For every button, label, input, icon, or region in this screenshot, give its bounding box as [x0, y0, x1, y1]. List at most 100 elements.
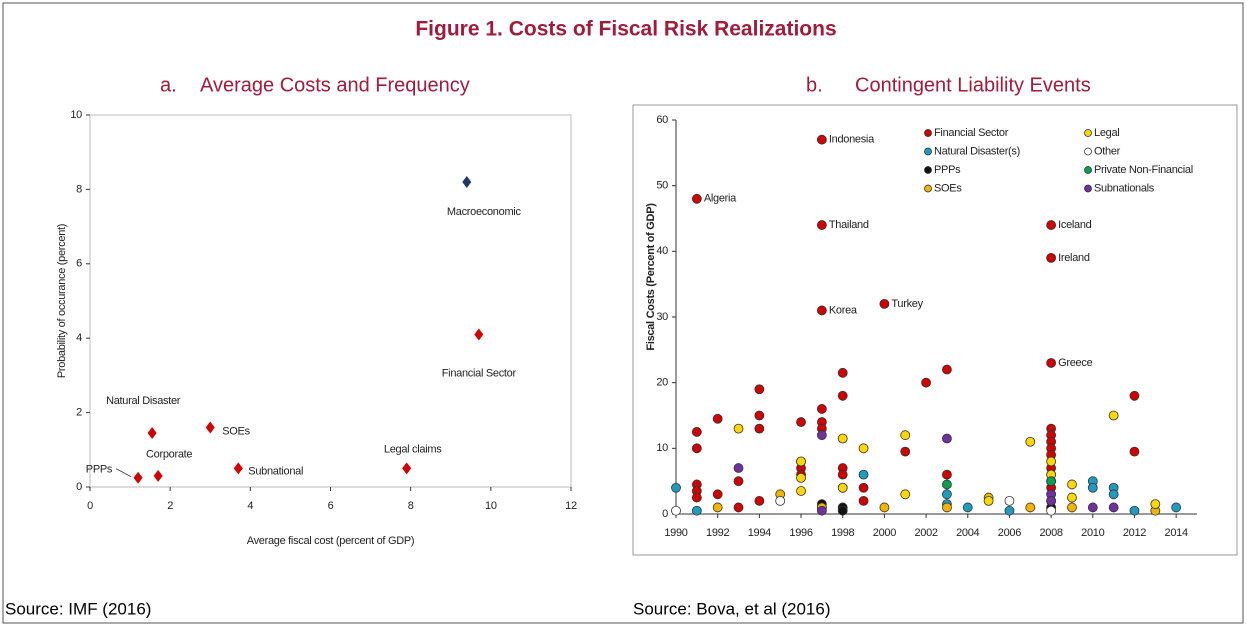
x-tick-label: 2000: [873, 527, 896, 539]
point: [837, 367, 848, 378]
point-label: Subnational: [248, 465, 303, 477]
point: [796, 472, 806, 483]
point: [733, 463, 744, 473]
x-tick-label: 2012: [1123, 527, 1146, 539]
point: [1108, 502, 1119, 513]
x-tick-label: 1994: [748, 527, 771, 539]
x-tick-label: 2010: [1081, 527, 1104, 539]
point: [205, 421, 215, 434]
y-tick-label: 20: [656, 377, 668, 389]
point-label: Macroeconomic: [447, 206, 522, 218]
point: [983, 495, 994, 506]
y-tick-label: 10: [656, 442, 668, 454]
point: [796, 456, 806, 467]
legend-label: Legal: [1094, 127, 1119, 139]
plot-frame: [89, 114, 572, 488]
x-tick-label: 2006: [998, 527, 1021, 539]
point: [1046, 456, 1057, 467]
point: [1108, 410, 1119, 421]
y-tick-label: 10: [70, 109, 82, 121]
legend-label: PPPs: [934, 164, 961, 176]
point: [754, 384, 765, 395]
point: [1129, 505, 1140, 516]
point: [775, 495, 786, 506]
panel-border: [632, 104, 1238, 556]
panel-letter: b.: [806, 74, 823, 96]
y-tick-label: 40: [656, 245, 668, 257]
point: [1025, 502, 1036, 513]
point: [837, 390, 848, 401]
figure-border: [2, 2, 1244, 624]
point: [1129, 390, 1140, 401]
point: [691, 193, 702, 204]
point-label: Iceland: [1058, 219, 1092, 231]
legend-marker: [924, 184, 932, 193]
point: [712, 489, 723, 500]
x-tick-label: 2002: [914, 527, 937, 539]
point: [837, 482, 848, 493]
point: [858, 482, 869, 493]
point-label: Legal claims: [384, 443, 442, 455]
y-axis-label: Probability of occurance (percent): [56, 224, 68, 378]
point: [837, 433, 848, 444]
point: [754, 423, 765, 434]
x-tick-label: 1992: [706, 527, 729, 539]
point: [942, 489, 952, 500]
point: [900, 446, 911, 457]
y-tick-label: 30: [656, 311, 668, 323]
source: Source: Bova, et al (2016): [633, 599, 831, 618]
point: [816, 505, 827, 516]
point: [671, 482, 681, 493]
point: [1108, 489, 1119, 500]
y-tick-label: 60: [656, 114, 668, 126]
point: [900, 489, 911, 500]
point-label: Ireland: [1058, 252, 1090, 264]
point: [1004, 495, 1015, 506]
point: [858, 495, 869, 506]
point: [879, 298, 890, 309]
point: [733, 476, 744, 487]
figure-title: Figure 1. Costs of Fiscal Risk Realizati…: [415, 18, 836, 41]
point: [1129, 446, 1140, 457]
point: [402, 462, 412, 475]
y-tick-label: 4: [76, 332, 82, 344]
point-label: SOEs: [222, 425, 250, 437]
legend-label: Financial Sector: [934, 127, 1009, 139]
legend-label: Natural Disaster(s): [934, 145, 1020, 157]
point: [1087, 482, 1098, 493]
point: [691, 427, 702, 437]
y-tick-label: 8: [76, 183, 82, 195]
x-tick-label: 2004: [956, 527, 979, 539]
point: [796, 417, 806, 427]
point: [712, 413, 723, 424]
point: [962, 502, 973, 513]
x-tick-label: 1996: [789, 527, 812, 539]
point: [942, 433, 952, 444]
x-tick-label: 0: [87, 500, 93, 512]
point-label: Turkey: [891, 298, 923, 310]
point: [1046, 358, 1057, 368]
x-tick-label: 2008: [1039, 527, 1062, 539]
legend-label: Other: [1094, 145, 1121, 157]
point-label: Financial Sector: [442, 367, 517, 379]
point: [879, 502, 890, 513]
point: [1171, 502, 1182, 513]
point-label: Indonesia: [829, 134, 875, 146]
point-label: Greece: [1058, 357, 1092, 369]
source: Source: IMF (2016): [5, 599, 151, 618]
legend-marker: [1084, 184, 1092, 193]
point-label: Natural Disaster: [106, 395, 181, 407]
x-tick-label: 2014: [1165, 527, 1188, 539]
legend-label: SOEs: [934, 182, 962, 194]
point: [733, 502, 744, 513]
x-tick-label: 10: [485, 500, 497, 512]
point: [1046, 252, 1057, 263]
point: [133, 471, 143, 484]
point: [837, 469, 848, 480]
x-tick-label: 1998: [831, 527, 854, 539]
point: [1046, 495, 1057, 506]
point: [1025, 436, 1036, 447]
point: [816, 134, 827, 145]
legend-marker: [924, 129, 932, 137]
point: [1046, 505, 1057, 516]
